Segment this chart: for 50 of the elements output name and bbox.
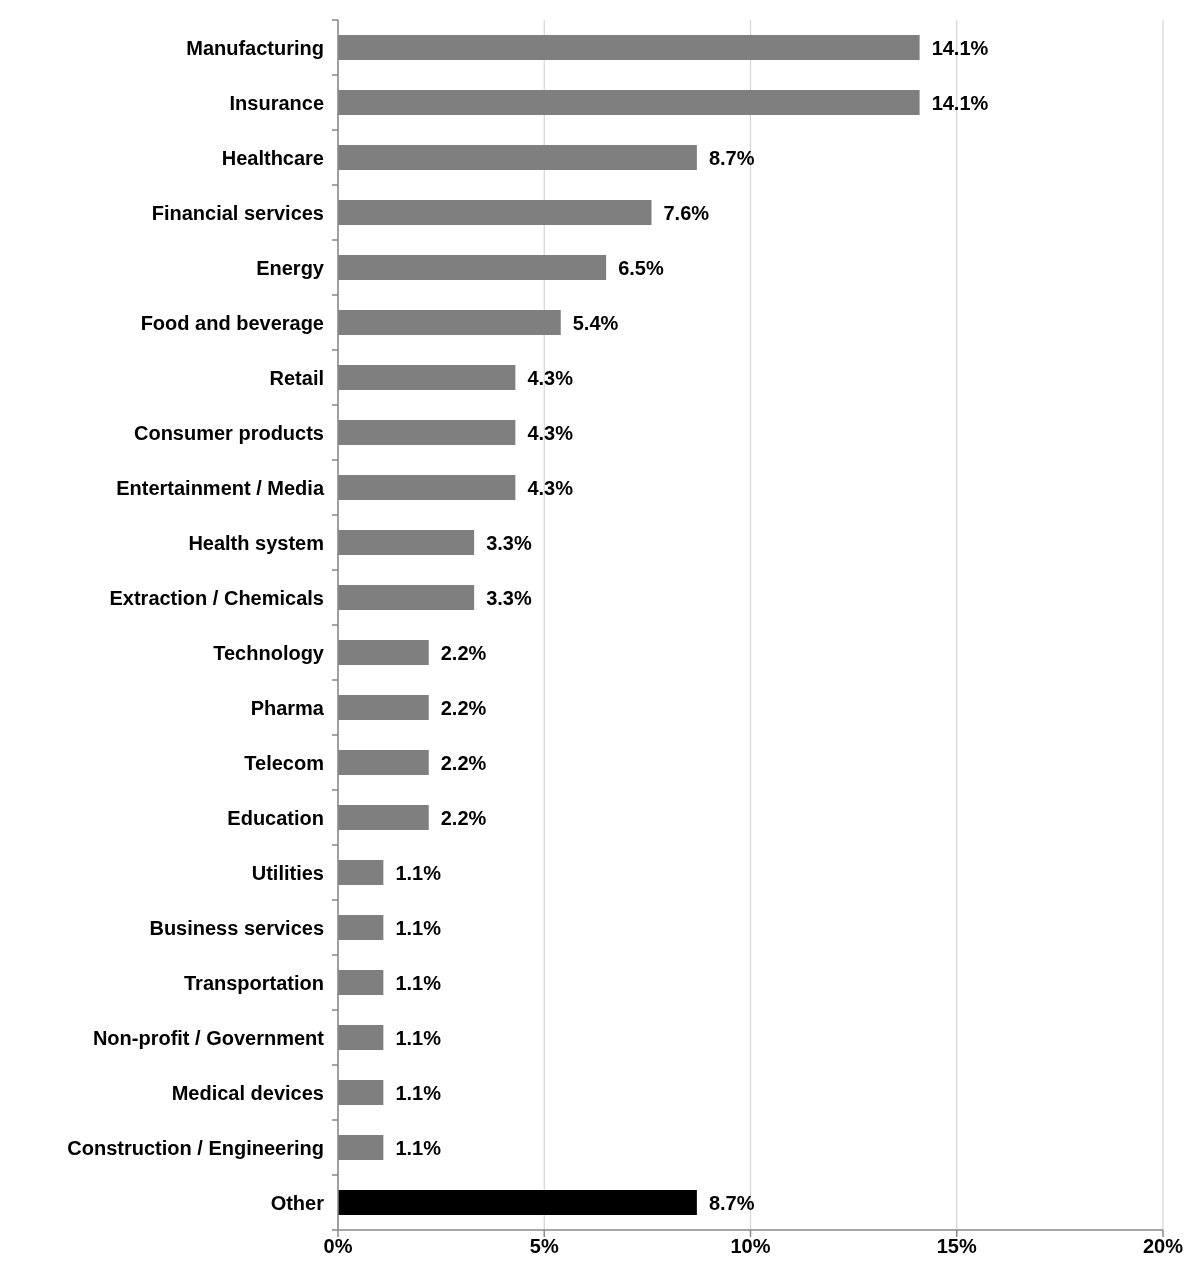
y-tick-label: Extraction / Chemicals xyxy=(109,586,324,609)
bar xyxy=(338,1190,697,1215)
data-label: 14.1% xyxy=(931,91,989,114)
data-label: 1.1% xyxy=(395,1136,442,1159)
y-tick-label: Transportation xyxy=(183,971,324,994)
x-tick-label: 5% xyxy=(529,1235,559,1258)
y-tick-label: Non-profit / Government xyxy=(92,1026,325,1049)
y-tick-label: Medical devices xyxy=(171,1081,324,1104)
data-label: 3.3% xyxy=(486,586,532,609)
data-label: 3.3% xyxy=(486,531,532,554)
data-label: 4.3% xyxy=(527,476,574,499)
data-label: 1.1% xyxy=(395,971,442,994)
data-label: 2.2% xyxy=(440,751,487,774)
data-label: 5.4% xyxy=(572,311,619,334)
y-tick-label: Telecom xyxy=(244,751,324,774)
data-label: 2.2% xyxy=(440,641,487,664)
y-tick-label: Energy xyxy=(256,256,325,279)
data-label: 1.1% xyxy=(395,916,442,939)
y-tick-label: Healthcare xyxy=(221,146,324,169)
y-tick-label: Utilities xyxy=(251,861,324,884)
data-label: 1.1% xyxy=(395,1081,442,1104)
y-tick-label: Other xyxy=(270,1191,325,1214)
data-label: 14.1% xyxy=(931,36,989,59)
data-label: 2.2% xyxy=(440,696,487,719)
y-tick-label: Construction / Engineering xyxy=(67,1136,324,1159)
data-label: 4.3% xyxy=(527,421,574,444)
y-tick-label: Manufacturing xyxy=(186,36,324,59)
y-tick-label: Education xyxy=(227,806,324,829)
data-label: 4.3% xyxy=(527,366,574,389)
data-label: 7.6% xyxy=(663,201,710,224)
y-tick-label: Insurance xyxy=(229,91,324,114)
y-tick-label: Consumer products xyxy=(133,421,324,444)
y-tick-label: Food and beverage xyxy=(140,311,324,334)
data-label: 2.2% xyxy=(440,806,487,829)
x-tick-label: 15% xyxy=(936,1235,977,1258)
x-tick-label: 10% xyxy=(730,1235,771,1258)
y-tick-label: Technology xyxy=(213,641,325,664)
y-tick-label: Health system xyxy=(188,531,324,554)
x-tick-label: 0% xyxy=(323,1235,353,1258)
y-tick-label: Financial services xyxy=(151,201,324,224)
x-tick-label: 20% xyxy=(1142,1235,1184,1258)
y-tick-label: Retail xyxy=(269,366,324,389)
data-label: 6.5% xyxy=(618,256,664,279)
y-tick-label: Pharma xyxy=(250,696,325,719)
data-label: 8.7% xyxy=(708,146,755,169)
data-label: 8.7% xyxy=(708,1191,755,1214)
data-label: 1.1% xyxy=(395,861,442,884)
y-tick-label: Business services xyxy=(149,916,324,939)
data-label: 1.1% xyxy=(395,1026,442,1049)
y-tick-label: Entertainment / Media xyxy=(116,476,325,499)
